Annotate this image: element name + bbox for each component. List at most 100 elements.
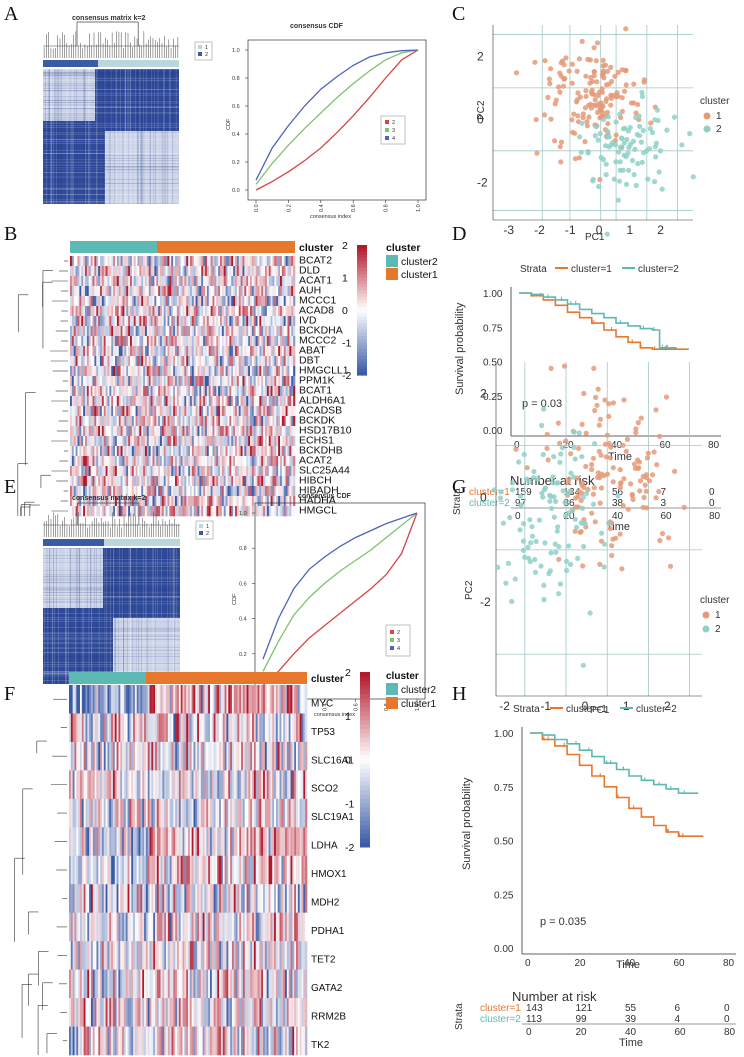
- heatmap-cell: [105, 276, 108, 287]
- heatmap-cell: [71, 296, 75, 307]
- heatmap-cell: [124, 496, 127, 507]
- heatmap-cell: [190, 386, 193, 397]
- heatmap-cell: [126, 406, 129, 417]
- heatmap-cell: [235, 446, 238, 457]
- heatmap-cell: [113, 496, 116, 507]
- heatmap-cell: [268, 770, 271, 800]
- heatmap-cell: [81, 446, 84, 457]
- pca-point-cluster1: [633, 426, 639, 432]
- heatmap-cell: [293, 456, 296, 467]
- heatmap-cell: [238, 316, 241, 327]
- heatmap-cell: [199, 276, 202, 287]
- heatmap-cell: [220, 296, 223, 307]
- heatmap-cell: [250, 741, 253, 771]
- heatmap-cell: [270, 446, 273, 457]
- heatmap-cell: [259, 466, 262, 477]
- heatmap-cell: [103, 685, 106, 714]
- heatmap-cell: [173, 306, 176, 317]
- heatmap-cell: [250, 396, 253, 407]
- heatmap-cell: [161, 436, 165, 447]
- heatmap-cell: [281, 376, 285, 387]
- heatmap-cell: [266, 476, 270, 487]
- pca-point-cluster2: [618, 144, 624, 150]
- heatmap-cell: [90, 506, 93, 517]
- heatmap-cell: [96, 366, 99, 377]
- heatmap-cell: [263, 356, 266, 367]
- pca-point-cluster1: [608, 102, 614, 108]
- heatmap-cell: [205, 266, 208, 277]
- heatmap-cell: [120, 256, 123, 267]
- heatmap-cell: [242, 496, 245, 507]
- heatmap-cell: [274, 356, 277, 367]
- heatmap-cell: [216, 356, 219, 367]
- heatmap-cell: [71, 376, 75, 387]
- heatmap-cell: [233, 336, 236, 347]
- heatmap-cell: [77, 276, 80, 287]
- heatmap-cell: [283, 296, 286, 307]
- heatmap-cell: [75, 496, 78, 507]
- heatmap-cell: [220, 456, 223, 467]
- heatmap-cell: [171, 306, 174, 317]
- heatmap-cell: [208, 376, 211, 387]
- heatmap-cell: [100, 386, 103, 397]
- heatmap-cell: [113, 386, 116, 397]
- heatmap-cell: [130, 296, 133, 307]
- heatmap-cell: [158, 486, 161, 497]
- heatmap-cell: [268, 266, 271, 277]
- heatmap-cell: [274, 713, 277, 743]
- heatmap-cell: [122, 426, 125, 437]
- heatmap-cell: [92, 296, 95, 307]
- heatmap-cell: [188, 713, 191, 743]
- heatmap-cell: [265, 506, 268, 517]
- heatmap-cell: [227, 456, 230, 467]
- heatmap-cell: [199, 396, 202, 407]
- heatmap-cell: [239, 713, 242, 743]
- heatmap-cell: [251, 346, 255, 357]
- heatmap-cell: [130, 336, 133, 347]
- pca-point-cluster2: [635, 161, 641, 167]
- heatmap-cell: [145, 416, 148, 427]
- heatmap-cell: [176, 486, 180, 497]
- heatmap-cell: [180, 316, 183, 327]
- pca-point-cluster1: [651, 449, 657, 455]
- heatmap-cell: [171, 316, 174, 327]
- heatmap-cell: [128, 466, 131, 477]
- heatmap-cell: [75, 316, 78, 327]
- heatmap-cell: [201, 316, 204, 327]
- heatmap-cell: [283, 366, 286, 377]
- heatmap-cell: [81, 466, 84, 477]
- heatmap-cell: [92, 286, 95, 297]
- heatmap-cell: [293, 466, 296, 477]
- heatmap-cell: [156, 276, 159, 287]
- heatmap-cell: [115, 426, 118, 437]
- heatmap-gene-label: MCCC2: [299, 335, 336, 347]
- heatmap-cell: [210, 466, 213, 477]
- pca-point-cluster2: [542, 540, 548, 546]
- heatmap-cell: [141, 396, 144, 407]
- cdf-xtick-label: 0.2: [286, 204, 292, 212]
- heatmap-cell: [235, 326, 238, 337]
- heatmap-cell: [133, 506, 136, 517]
- matrix-e-block-1: [43, 548, 103, 608]
- heatmap-cell: [191, 486, 195, 497]
- heatmap-cell: [191, 296, 195, 307]
- heatmap-cell: [244, 326, 247, 337]
- pca-point-cluster1: [547, 81, 553, 87]
- heatmap-cell: [163, 466, 166, 477]
- heatmap-cell: [130, 426, 133, 437]
- heatmap-cell: [141, 456, 144, 467]
- heatmap-cell: [248, 286, 251, 297]
- heatmap-cell: [193, 326, 196, 337]
- heatmap-cell: [75, 346, 78, 357]
- heatmap-cell: [235, 396, 238, 407]
- heatmap-cell: [291, 266, 294, 277]
- heatmap-cell: [176, 376, 180, 387]
- heatmap-cell: [190, 496, 193, 507]
- heatmap-cell: [190, 286, 193, 297]
- heatmap-cell: [83, 770, 86, 800]
- pca-point-cluster2: [580, 494, 586, 500]
- heatmap-cell: [257, 356, 260, 367]
- heatmap-cell: [208, 506, 211, 517]
- heatmap-cell: [274, 256, 277, 267]
- heatmap-cell: [116, 296, 120, 307]
